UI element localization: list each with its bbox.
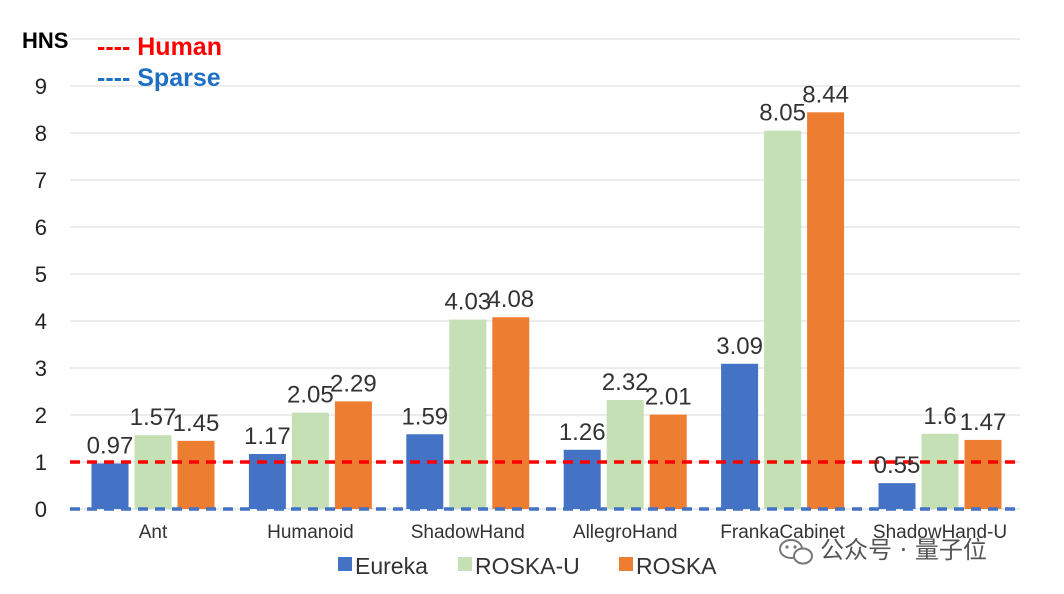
y-tick-label: 1 [35, 450, 47, 475]
data-label: 0.55 [874, 452, 921, 479]
data-label: 2.29 [330, 370, 377, 397]
legend-swatch-roska [619, 557, 633, 571]
legend-swatch-roska-u [458, 557, 472, 571]
x-axis-categories: Ant Humanoid ShadowHand AllegroHand FrankaCa… [139, 522, 1007, 543]
ref-legend-human: ---- Human [97, 33, 222, 61]
bar-roska-u-allegrohand [606, 399, 644, 509]
y-axis-ticks: 0 1 2 3 4 5 6 7 8 9 [35, 74, 47, 522]
y-tick-label: 4 [35, 309, 47, 334]
data-label: 8.05 [759, 100, 806, 127]
ref-legend-sparse: ---- Sparse [97, 64, 221, 92]
bar-roska-u-shadowhand [449, 319, 487, 509]
data-label: 4.08 [487, 286, 534, 313]
data-label: 1.59 [401, 403, 448, 430]
data-labels: 0.971.571.45 1.17 2.052.29 1.59 4.034.08 1.26… [87, 81, 1007, 479]
bar-eureka-shadowhand [406, 434, 444, 509]
wechat-icon [779, 539, 813, 565]
y-tick-label: 3 [35, 356, 47, 381]
bar-eureka-ant [91, 463, 129, 509]
x-category-label: ShadowHand-U [873, 522, 1007, 543]
data-label: 1.6 [923, 403, 956, 430]
y-tick-label: 9 [35, 74, 47, 99]
bar-roska-shadowhand [492, 317, 530, 509]
data-label: 0.97 [87, 432, 134, 459]
data-label: 2.32 [602, 369, 649, 396]
x-category-label: ShadowHand [411, 522, 525, 543]
data-label: 8.44 [802, 81, 849, 108]
x-category-label: Humanoid [267, 522, 354, 543]
watermark-text: 公众号 · 量子位 [820, 536, 987, 564]
bar-roska-u-shadowhand-u [921, 433, 959, 509]
bar-eureka-shadowhand-u [878, 483, 916, 509]
y-tick-label: 8 [35, 121, 47, 146]
data-label: 1.45 [173, 410, 220, 437]
y-tick-label: 2 [35, 403, 47, 428]
bar-roska-ant [177, 440, 215, 509]
bar-roska-u-ant [134, 435, 172, 509]
legend: Eureka ROSKA-U ROSKA [338, 553, 717, 579]
bar-eureka-allegrohand [563, 449, 601, 509]
bars [91, 112, 1002, 509]
legend-label: ROSKA [636, 553, 717, 579]
x-category-label: AllegroHand [573, 522, 678, 543]
data-label: 2.01 [645, 384, 692, 411]
bar-eureka-frankacabinet [721, 363, 759, 509]
y-tick-label: 0 [35, 497, 47, 522]
bar-roska-shadowhand-u [964, 439, 1002, 509]
bar-roska-frankacabinet [807, 112, 845, 509]
watermark: 公众号 · 量子位 [779, 536, 987, 565]
y-tick-label: 6 [35, 215, 47, 240]
y-tick-label: 5 [35, 262, 47, 287]
x-category-label: FrankaCabinet [720, 522, 845, 543]
data-label: 1.26 [559, 419, 606, 446]
data-label: 1.17 [244, 423, 291, 450]
legend-swatch-eureka [338, 557, 352, 571]
bar-roska-u-frankacabinet [764, 130, 802, 509]
bar-roska-humanoid [334, 401, 372, 509]
data-label: 4.03 [444, 289, 491, 316]
y-tick-label: 7 [35, 168, 47, 193]
legend-label: ROSKA-U [475, 553, 580, 579]
data-label: 2.05 [287, 382, 334, 409]
reference-lines [70, 460, 1020, 511]
gridlines [70, 38, 1020, 510]
data-label: 1.57 [130, 404, 177, 431]
y-axis-label: HNS [22, 28, 68, 53]
x-category-label: Ant [139, 522, 168, 543]
data-label: 1.47 [960, 409, 1007, 436]
data-label: 3.09 [716, 333, 763, 360]
legend-label: Eureka [355, 553, 428, 579]
